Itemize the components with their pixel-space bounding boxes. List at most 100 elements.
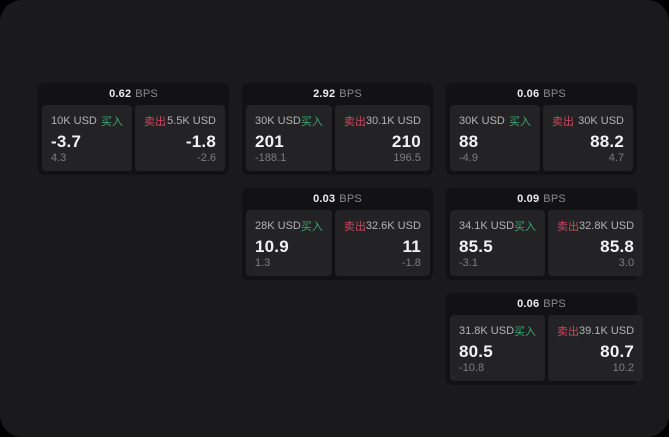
bps-unit: BPS — [135, 88, 158, 100]
buy-change: -3.1 — [459, 257, 478, 269]
sell-price: 88.2 — [590, 132, 624, 151]
buy-amount: 30K USD — [255, 115, 301, 127]
sell-amount: 32.8K USD — [579, 220, 635, 232]
sell-panel-top: 卖出 30.1K USD — [344, 113, 421, 129]
sell-amount: 39.1K USD — [579, 325, 635, 337]
bps-unit: BPS — [543, 193, 566, 205]
sell-change: 3.0 — [618, 257, 635, 269]
sell-price: 85.8 — [600, 237, 635, 256]
sell-change: -2.6 — [197, 152, 216, 164]
sell-panel-top: 卖出 32.6K USD — [344, 218, 421, 234]
card-header: 0.06 BPS — [450, 293, 633, 315]
buy-change: -4.9 — [459, 152, 478, 164]
buy-panel[interactable]: 30K USD 买入 201 -188.1 — [246, 105, 332, 171]
sell-panel[interactable]: 卖出 32.6K USD 11 -1.8 — [334, 210, 430, 276]
buy-panel-top: 30K USD 买入 — [459, 113, 531, 129]
quote-cards-grid: 0.62 BPS 10K USD 买入 -3.7 4.3 卖出 5.5K USD — [38, 83, 644, 385]
buy-amount: 30K USD — [459, 115, 505, 127]
bps-value: 0.06 — [517, 88, 540, 100]
sell-panel[interactable]: 卖出 32.8K USD 85.8 3.0 — [548, 210, 644, 276]
bps-unit: BPS — [543, 88, 566, 100]
quote-card: 2.92 BPS 30K USD 买入 201 -188.1 卖出 30.1K … — [242, 83, 433, 175]
sell-panel[interactable]: 卖出 39.1K USD 80.7 10.2 — [548, 315, 644, 381]
buy-price: 80.5 — [459, 342, 493, 361]
card-header: 2.92 BPS — [246, 83, 429, 105]
sell-panel-top: 卖出 32.8K USD — [557, 218, 634, 234]
sell-side-label: 卖出 — [557, 221, 580, 233]
bps-value: 0.03 — [313, 193, 336, 205]
card-body: 10K USD 买入 -3.7 4.3 卖出 5.5K USD -1.8 -2.… — [42, 105, 225, 171]
buy-panel[interactable]: 31.8K USD 买入 80.5 -10.8 — [450, 315, 546, 381]
buy-amount: 31.8K USD — [459, 325, 515, 337]
buy-side-label: 买入 — [101, 116, 123, 128]
sell-panel[interactable]: 卖出 30.1K USD 210 196.5 — [334, 105, 430, 171]
buy-side-label: 买入 — [514, 326, 537, 338]
buy-panel-top: 28K USD 买入 — [255, 218, 323, 234]
card-body: 34.1K USD 买入 85.5 -3.1 卖出 32.8K USD 85.8… — [450, 210, 644, 276]
buy-panel-top: 31.8K USD 买入 — [459, 323, 536, 339]
sell-side-label: 卖出 — [552, 116, 574, 128]
bps-value: 0.06 — [517, 298, 540, 310]
buy-panel-top: 30K USD 买入 — [255, 113, 323, 129]
quote-card: 0.62 BPS 10K USD 买入 -3.7 4.3 卖出 5.5K USD — [38, 83, 229, 175]
sell-panel-top: 卖出 30K USD — [552, 113, 624, 129]
sell-change: -1.8 — [401, 257, 421, 269]
buy-change: 4.3 — [51, 152, 67, 164]
buy-panel[interactable]: 10K USD 买入 -3.7 4.3 — [42, 105, 132, 171]
sell-panel[interactable]: 卖出 5.5K USD -1.8 -2.6 — [135, 105, 225, 171]
buy-price: 10.9 — [255, 237, 289, 256]
bps-value: 0.09 — [517, 193, 540, 205]
sell-amount: 30K USD — [578, 115, 624, 127]
bps-unit: BPS — [543, 298, 566, 310]
buy-change: -10.8 — [459, 362, 485, 374]
buy-price: 201 — [255, 132, 284, 151]
buy-side-label: 买入 — [514, 221, 537, 233]
buy-change: 1.3 — [255, 257, 271, 269]
card-body: 31.8K USD 买入 80.5 -10.8 卖出 39.1K USD 80.… — [450, 315, 644, 381]
buy-panel[interactable]: 34.1K USD 买入 85.5 -3.1 — [450, 210, 546, 276]
sell-side-label: 卖出 — [343, 221, 366, 233]
buy-panel-top: 10K USD 买入 — [51, 113, 123, 129]
sell-side-label: 卖出 — [144, 116, 166, 128]
card-header: 0.09 BPS — [450, 188, 633, 210]
sell-change: 10.2 — [612, 362, 635, 374]
buy-change: -188.1 — [255, 152, 287, 164]
quote-card: 0.09 BPS 34.1K USD 买入 85.5 -3.1 卖出 32.8K… — [446, 188, 644, 280]
sell-price: 80.7 — [600, 342, 635, 361]
sell-panel[interactable]: 卖出 30K USD 88.2 4.7 — [543, 105, 633, 171]
buy-panel[interactable]: 28K USD 买入 10.9 1.3 — [246, 210, 332, 276]
sell-price: -1.8 — [185, 132, 216, 151]
buy-panel[interactable]: 30K USD 买入 88 -4.9 — [450, 105, 540, 171]
sell-amount: 32.6K USD — [365, 220, 421, 232]
buy-side-label: 买入 — [300, 221, 323, 233]
buy-price: -3.7 — [51, 132, 82, 151]
card-header: 0.62 BPS — [42, 83, 225, 105]
bps-unit: BPS — [339, 88, 362, 100]
quote-card: 0.06 BPS 31.8K USD 买入 80.5 -10.8 卖出 39.1… — [446, 293, 644, 385]
buy-side-label: 买入 — [509, 116, 531, 128]
sell-change: 4.7 — [608, 152, 624, 164]
sell-change: 196.5 — [393, 152, 421, 164]
buy-amount: 10K USD — [51, 115, 97, 127]
card-header: 0.06 BPS — [450, 83, 633, 105]
sell-side-label: 卖出 — [343, 116, 366, 128]
bps-value: 2.92 — [313, 88, 336, 100]
card-body: 30K USD 买入 201 -188.1 卖出 30.1K USD 210 1… — [246, 105, 430, 171]
buy-panel-top: 34.1K USD 买入 — [459, 218, 536, 234]
buy-price: 88 — [459, 132, 479, 151]
quote-card: 0.06 BPS 30K USD 买入 88 -4.9 卖出 30K USD — [446, 83, 637, 175]
bps-value: 0.62 — [109, 88, 132, 100]
buy-side-label: 买入 — [300, 116, 323, 128]
sell-side-label: 卖出 — [557, 326, 580, 338]
buy-price: 85.5 — [459, 237, 493, 256]
sell-amount: 30.1K USD — [365, 115, 421, 127]
sell-price: 11 — [402, 237, 421, 256]
sell-panel-top: 卖出 39.1K USD — [557, 323, 634, 339]
card-header: 0.03 BPS — [246, 188, 429, 210]
card-body: 28K USD 买入 10.9 1.3 卖出 32.6K USD 11 -1.8 — [246, 210, 430, 276]
sell-price: 210 — [391, 132, 421, 151]
sell-amount: 5.5K USD — [167, 115, 216, 127]
buy-amount: 28K USD — [255, 220, 301, 232]
card-body: 30K USD 买入 88 -4.9 卖出 30K USD 88.2 4.7 — [450, 105, 633, 171]
